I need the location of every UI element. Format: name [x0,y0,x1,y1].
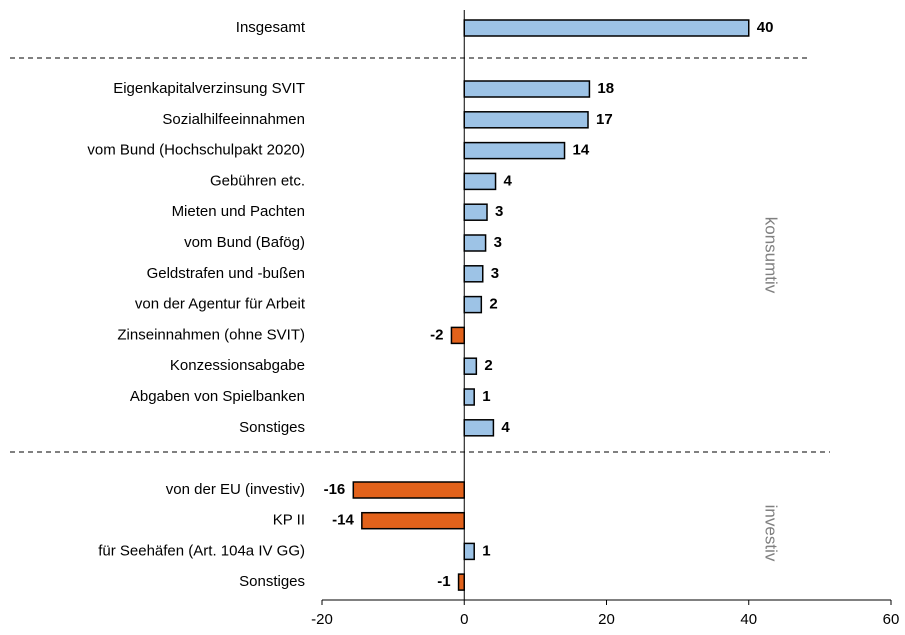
y-tick-label: Insgesamt [236,19,306,36]
bar [450,326,466,345]
y-tick-label: von der Agentur für Arbeit [135,296,306,313]
x-tick-label: 60 [883,611,900,628]
bar [457,573,465,591]
value-label: 4 [501,419,510,436]
bar [463,295,483,314]
section-label: investiv [762,505,781,562]
value-label: -14 [332,512,354,529]
bar [352,481,466,499]
x-tick-label: 0 [460,611,468,628]
y-tick-label: Sonstiges [239,419,305,436]
bar [463,203,488,221]
y-tick-label: von der EU (investiv) [166,481,305,498]
bar [463,234,487,252]
value-label: 14 [573,142,590,159]
value-label: 18 [597,80,614,97]
value-label: 2 [489,296,497,313]
y-tick-label: vom Bund (Bafög) [184,234,305,251]
bar [463,265,484,283]
y-tick-label: Abgaben von Spielbanken [130,388,305,405]
value-label: 40 [757,19,774,36]
bar [361,511,465,530]
value-label: -16 [324,481,346,498]
bar [463,111,589,129]
x-tick-label: -20 [311,611,333,628]
value-label: 3 [495,203,503,220]
value-label: 3 [491,265,499,282]
bar [463,357,478,375]
bar [463,542,475,561]
bar [463,388,475,406]
bar [463,141,566,160]
y-tick-label: vom Bund (Hochschulpakt 2020) [87,142,305,159]
bar [463,419,495,437]
value-label: 3 [494,234,502,251]
value-label: -2 [430,326,443,343]
y-tick-label: Sozialhilfeeinnahmen [162,111,305,128]
value-label: 1 [482,542,490,559]
bar [463,80,591,98]
y-tick-label: Gebühren etc. [210,172,305,189]
value-label: 17 [596,111,613,128]
y-tick-label: Geldstrafen und -bußen [147,265,305,282]
x-tick-label: 20 [598,611,615,628]
x-tick-label: 40 [740,611,757,628]
y-tick-label: KP II [273,512,305,529]
section-label: konsumtiv [762,217,781,294]
y-tick-label: Sonstiges [239,573,305,590]
bar [463,172,497,191]
value-label: 2 [484,357,492,374]
value-label: 1 [482,388,490,405]
y-tick-label: für Seehäfen (Art. 104a IV GG) [98,542,305,559]
value-label: 4 [504,172,513,189]
bar [463,19,750,37]
y-tick-label: Konzessionsabgabe [170,357,305,374]
y-tick-label: Mieten und Pachten [172,203,305,220]
value-label: -1 [437,573,450,590]
y-tick-label: Zinseinnahmen (ohne SVIT) [117,326,305,343]
y-tick-label: Eigenkapitalverzinsung SVIT [113,80,305,97]
